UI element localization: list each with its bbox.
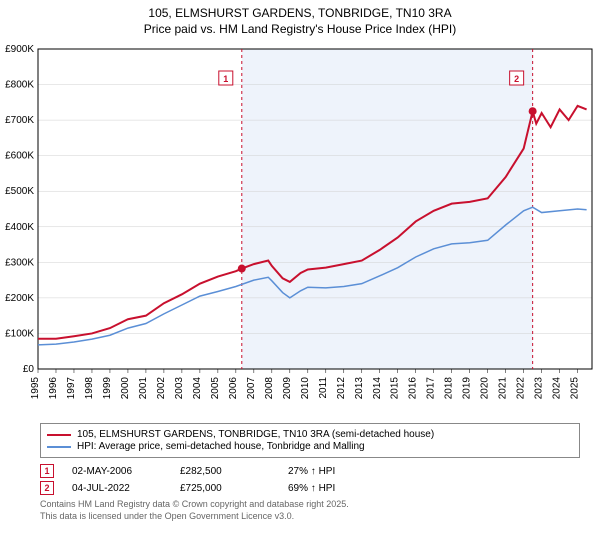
sale-row-1: 1 02-MAY-2006 £282,500 27% ↑ HPI: [40, 464, 580, 478]
footer: Contains HM Land Registry data © Crown c…: [40, 499, 580, 522]
svg-text:£800K: £800K: [5, 80, 34, 91]
svg-text:2009: 2009: [282, 377, 293, 400]
svg-text:2008: 2008: [264, 377, 275, 400]
legend-swatch-2: [47, 446, 71, 448]
svg-text:2013: 2013: [354, 377, 365, 400]
svg-text:2010: 2010: [300, 377, 311, 400]
svg-text:2025: 2025: [570, 377, 581, 400]
legend: 105, ELMSHURST GARDENS, TONBRIDGE, TN10 …: [40, 423, 580, 458]
svg-text:£200K: £200K: [5, 293, 34, 304]
svg-text:2004: 2004: [192, 377, 203, 400]
svg-text:1998: 1998: [84, 377, 95, 400]
svg-text:2014: 2014: [372, 377, 383, 400]
svg-text:2017: 2017: [426, 377, 437, 400]
chart-container: £0 £100K £200K £300K £400K £500K £600K £700K £80…: [0, 39, 600, 419]
footer-line1: Contains HM Land Registry data © Crown c…: [40, 499, 580, 511]
svg-text:£0: £0: [23, 364, 35, 375]
svg-text:1999: 1999: [102, 377, 113, 400]
svg-text:1995: 1995: [30, 377, 41, 400]
svg-text:£300K: £300K: [5, 258, 34, 269]
legend-swatch-1: [47, 434, 71, 436]
sale-row-2: 2 04-JUL-2022 £725,000 69% ↑ HPI: [40, 481, 580, 495]
svg-text:2021: 2021: [498, 377, 509, 400]
svg-text:1997: 1997: [66, 377, 77, 400]
legend-label-1: 105, ELMSHURST GARDENS, TONBRIDGE, TN10 …: [77, 429, 434, 440]
svg-text:2022: 2022: [516, 377, 527, 400]
sale-marker-1: 1: [40, 464, 54, 478]
sales-table: 1 02-MAY-2006 £282,500 27% ↑ HPI 2 04-JU…: [40, 464, 580, 495]
svg-text:2: 2: [514, 74, 519, 84]
svg-text:2002: 2002: [156, 377, 167, 400]
sale-date-2: 04-JUL-2022: [72, 483, 162, 494]
svg-text:2012: 2012: [336, 377, 347, 400]
svg-text:2003: 2003: [174, 377, 185, 400]
svg-text:£400K: £400K: [5, 222, 34, 233]
svg-text:£700K: £700K: [5, 115, 34, 126]
footer-line2: This data is licensed under the Open Gov…: [40, 511, 580, 523]
price-chart: £0 £100K £200K £300K £400K £500K £600K £700K £80…: [0, 39, 600, 419]
svg-text:£900K: £900K: [5, 44, 34, 55]
svg-text:2006: 2006: [228, 377, 239, 400]
svg-text:2015: 2015: [390, 377, 401, 400]
svg-text:2016: 2016: [408, 377, 419, 400]
legend-row-series2: HPI: Average price, semi-detached house,…: [47, 441, 573, 452]
svg-text:£100K: £100K: [5, 329, 34, 340]
svg-text:2020: 2020: [480, 377, 491, 400]
sale-pct-2: 69% ↑ HPI: [288, 483, 368, 494]
sale-marker-2: 2: [40, 481, 54, 495]
svg-text:2018: 2018: [444, 377, 455, 400]
svg-text:2005: 2005: [210, 377, 221, 400]
chart-title: 105, ELMSHURST GARDENS, TONBRIDGE, TN10 …: [0, 0, 600, 39]
svg-text:2023: 2023: [534, 377, 545, 400]
svg-text:£500K: £500K: [5, 186, 34, 197]
sale-pct-1: 27% ↑ HPI: [288, 466, 368, 477]
svg-text:£600K: £600K: [5, 151, 34, 162]
svg-text:1996: 1996: [48, 377, 59, 400]
legend-label-2: HPI: Average price, semi-detached house,…: [77, 441, 365, 452]
svg-text:2024: 2024: [552, 377, 563, 400]
sale-date-1: 02-MAY-2006: [72, 466, 162, 477]
svg-text:2007: 2007: [246, 377, 257, 400]
svg-text:2001: 2001: [138, 377, 149, 400]
svg-text:1: 1: [223, 74, 228, 84]
svg-text:2000: 2000: [120, 377, 131, 400]
sale-price-1: £282,500: [180, 466, 270, 477]
legend-row-series1: 105, ELMSHURST GARDENS, TONBRIDGE, TN10 …: [47, 429, 573, 440]
svg-text:2019: 2019: [462, 377, 473, 400]
svg-text:2011: 2011: [318, 377, 329, 399]
sale-price-2: £725,000: [180, 483, 270, 494]
title-line1: 105, ELMSHURST GARDENS, TONBRIDGE, TN10 …: [20, 6, 580, 22]
title-line2: Price paid vs. HM Land Registry's House …: [20, 22, 580, 38]
